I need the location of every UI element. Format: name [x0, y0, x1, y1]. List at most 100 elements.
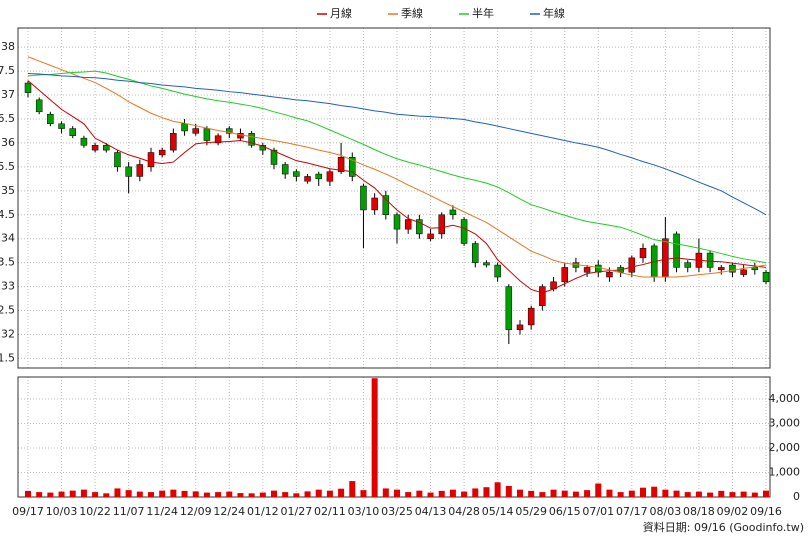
candle-body — [80, 137, 88, 146]
x-tick-label: 09/16 — [750, 505, 782, 518]
candle-body — [158, 149, 166, 156]
volume-bar — [192, 491, 199, 497]
ma-line — [27, 80, 767, 294]
candle-body — [673, 233, 680, 268]
x-tick-label: 04/13 — [415, 505, 447, 518]
x-tick-label: 05/29 — [515, 505, 547, 518]
volume-bar — [517, 489, 523, 497]
volume-bar — [36, 492, 43, 497]
volume-bar — [729, 492, 736, 497]
y-tick-label: 36.5 — [0, 112, 15, 125]
candle-body — [762, 271, 770, 283]
candle-body — [628, 257, 636, 273]
volume-bar — [617, 492, 624, 497]
volume-bar — [628, 490, 635, 497]
candle-body — [304, 176, 311, 182]
candle-body — [24, 82, 32, 93]
volume-bar — [740, 491, 747, 497]
volume-bar — [539, 492, 546, 497]
candle-body — [382, 195, 390, 216]
candle-body — [583, 267, 591, 273]
volume-bar — [148, 492, 154, 497]
volume-bar — [461, 491, 468, 497]
volume-bar — [673, 490, 680, 497]
legend-label: 月線 — [330, 6, 352, 20]
candle-body — [170, 133, 177, 151]
y-tick-label: 31.5 — [0, 351, 15, 364]
candle-body — [248, 133, 255, 146]
y2-tick-label: 4,000 — [769, 392, 801, 405]
volume-bar — [349, 481, 356, 497]
volume-bar — [640, 487, 646, 497]
y2-tick-label: 2,000 — [769, 441, 801, 454]
x-tick-label: 12/24 — [213, 505, 245, 518]
candle-body — [684, 262, 691, 268]
volume-bar — [47, 492, 54, 497]
x-tick-label: 10/03 — [46, 505, 78, 518]
volume-bar — [505, 485, 512, 497]
candle-body — [438, 214, 445, 235]
candle-body — [181, 123, 188, 132]
volume-bar — [69, 490, 76, 497]
y-tick-label: 34 — [1, 232, 15, 245]
volume-bar — [326, 490, 333, 497]
candle-body — [315, 173, 322, 180]
volume-bar — [58, 491, 65, 497]
volume-bar — [662, 489, 669, 497]
y-tick-label: 33.5 — [0, 256, 15, 269]
y-tick-label: 33 — [1, 280, 15, 293]
x-tick-label: 09/02 — [717, 505, 749, 518]
y-tick-label: 37 — [1, 88, 15, 101]
volume-bar — [382, 488, 389, 497]
candle-body — [427, 233, 434, 239]
candle-body — [505, 286, 513, 330]
x-tick-label: 10/22 — [79, 505, 111, 518]
y-tick-label: 34.5 — [0, 208, 15, 221]
ma-line — [27, 56, 767, 278]
candle-body — [125, 166, 132, 177]
volume-bar — [472, 488, 479, 497]
candle-body — [281, 164, 289, 175]
x-tick-label: 12/09 — [180, 505, 212, 518]
legend-label: 半年 — [472, 6, 494, 20]
candle-body — [483, 262, 490, 266]
x-tick-label: 06/15 — [549, 505, 581, 518]
x-tick-label: 01/12 — [247, 505, 279, 518]
volume-bar — [159, 490, 166, 497]
y-tick-label: 32 — [1, 327, 15, 340]
volume-bar — [203, 492, 210, 497]
candle-body — [226, 128, 233, 134]
volume-bar — [528, 490, 535, 497]
x-tick-label: 03/10 — [348, 505, 380, 518]
volume-bar — [360, 490, 367, 497]
candle-body — [494, 264, 501, 278]
volume-bar — [684, 492, 691, 497]
y-tick-label: 37.5 — [0, 64, 15, 77]
x-tick-label: 07/01 — [582, 505, 614, 518]
candle-body — [449, 209, 457, 216]
candle-body — [214, 135, 222, 144]
volume-bar — [170, 489, 177, 497]
legend-label: 季線 — [401, 6, 423, 20]
candle-body — [718, 267, 725, 271]
candle-body — [393, 214, 401, 230]
ma-line — [27, 70, 767, 264]
candle-body — [460, 219, 468, 244]
candle-body — [203, 128, 211, 141]
candle-body — [326, 171, 334, 182]
candle-body — [706, 252, 714, 268]
volume-bar — [494, 482, 501, 497]
volume-bar — [416, 490, 423, 497]
volume-bar — [271, 490, 277, 497]
volume-bar — [114, 488, 121, 497]
candle-body — [192, 128, 199, 134]
candle-body — [293, 171, 300, 177]
x-tick-label: 01/27 — [281, 505, 313, 518]
candle-body — [147, 152, 155, 168]
volume-bar — [226, 491, 233, 497]
candle-body — [58, 123, 65, 129]
volume-bar — [25, 490, 31, 497]
candle-body — [91, 145, 99, 151]
